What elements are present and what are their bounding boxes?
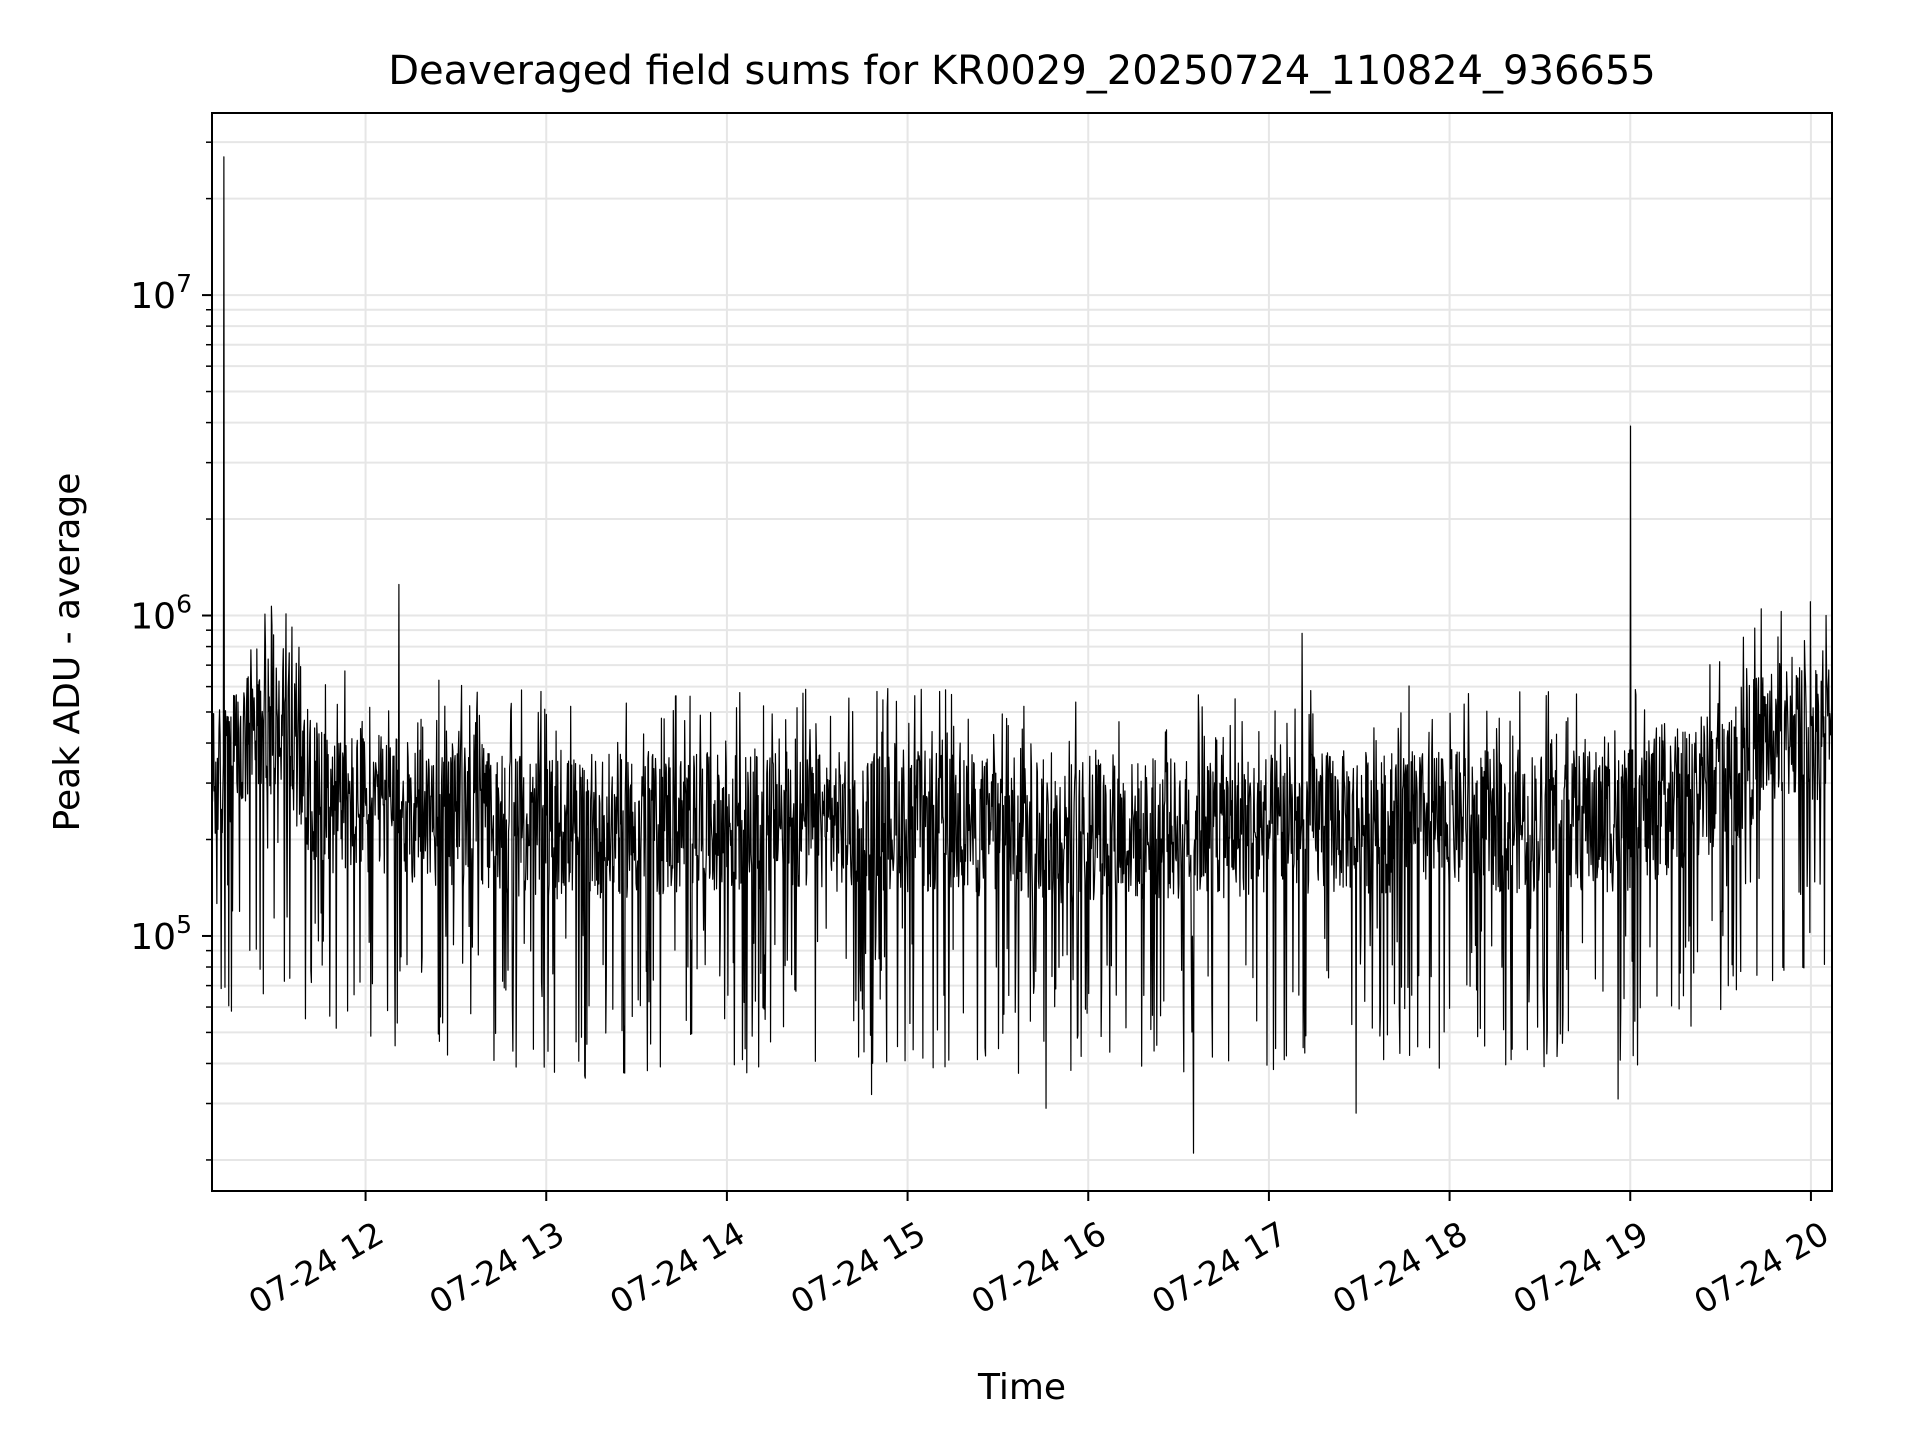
- plot-frame: [211, 112, 1833, 1192]
- chart-title: Deaveraged field sums for KR0029_2025072…: [388, 48, 1656, 94]
- y-tick-label: 105: [130, 910, 192, 958]
- y-tick-label: 106: [130, 590, 192, 638]
- y-tick-label: 107: [130, 269, 192, 317]
- x-axis-label: Time: [977, 1367, 1066, 1408]
- plot-area: [211, 156, 1833, 1154]
- series-line: [211, 156, 1833, 1154]
- y-axis-label: Peak ADU - average: [47, 473, 88, 832]
